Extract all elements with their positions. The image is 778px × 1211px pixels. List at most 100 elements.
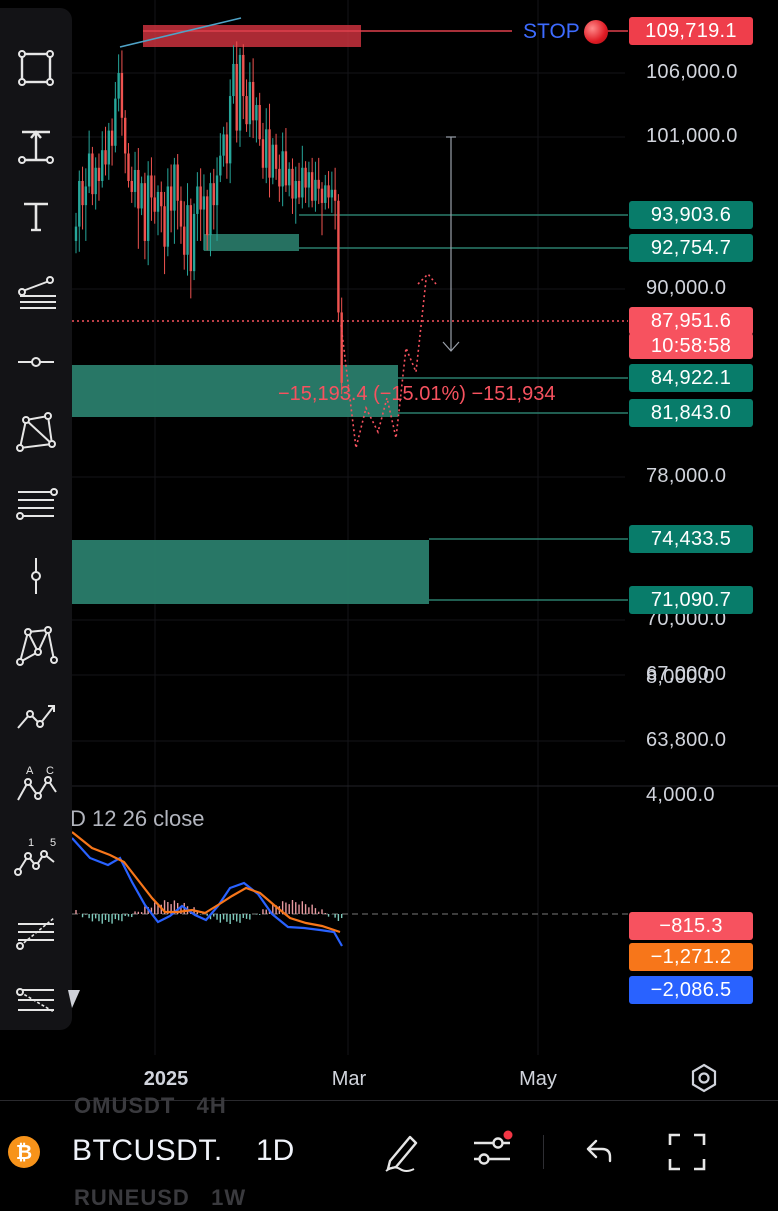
candle-body bbox=[146, 175, 150, 241]
candle-body bbox=[245, 96, 248, 125]
time-axis-label: May bbox=[519, 1068, 557, 1090]
undo-icon[interactable] bbox=[580, 1133, 616, 1169]
projection-arrowhead bbox=[417, 272, 437, 285]
candle-body bbox=[265, 129, 268, 168]
candle-body bbox=[81, 180, 84, 206]
candle-body bbox=[192, 213, 196, 272]
support-tag-1: 84,922.1 bbox=[629, 364, 753, 392]
candle-body bbox=[206, 196, 209, 236]
xabcd-tool[interactable] bbox=[8, 620, 64, 672]
signal-line bbox=[71, 831, 341, 934]
macd-indicator-label[interactable]: D 12 26 close bbox=[70, 806, 205, 831]
candle-body bbox=[156, 191, 160, 212]
gann-fan-tool[interactable] bbox=[8, 974, 64, 1026]
fib-fan-tool[interactable] bbox=[8, 906, 64, 958]
projection-path bbox=[340, 279, 427, 449]
candle-body bbox=[251, 81, 255, 121]
chart-settings-icon[interactable] bbox=[688, 1062, 720, 1094]
pitchfork-tool[interactable] bbox=[8, 264, 64, 316]
svg-text:C: C bbox=[46, 765, 54, 777]
ghost-symbol-above: OMUSDT 4H bbox=[74, 1093, 227, 1118]
resistance-tag-2: 92,754.7 bbox=[629, 234, 753, 262]
price-axis-label: 106,000.0 bbox=[646, 61, 738, 83]
candle-body bbox=[258, 105, 261, 140]
support-tag-4: 71,090.7 bbox=[629, 586, 753, 614]
candle-body bbox=[291, 168, 294, 199]
candle-body bbox=[163, 206, 166, 247]
path-tool[interactable] bbox=[8, 690, 64, 742]
fib-fan-icon bbox=[16, 917, 55, 950]
candle-body bbox=[124, 117, 127, 154]
fib-levels-tool[interactable] bbox=[8, 478, 64, 530]
ruler-tool[interactable] bbox=[8, 120, 64, 172]
candle-body bbox=[183, 226, 186, 255]
candle-body bbox=[117, 73, 120, 99]
candle-body bbox=[271, 144, 274, 178]
candle-body bbox=[304, 167, 307, 188]
rectangle-icon bbox=[18, 50, 54, 86]
candle-body bbox=[324, 185, 327, 203]
price-axis-label: 101,000.0 bbox=[646, 125, 738, 147]
candle-body bbox=[114, 98, 117, 146]
candle-body bbox=[219, 155, 222, 176]
indicator-settings-icon[interactable] bbox=[470, 1129, 518, 1173]
rectangle-tool[interactable] bbox=[8, 42, 64, 94]
candle-body bbox=[274, 144, 278, 169]
support-tag-3: 74,433.5 bbox=[629, 525, 753, 553]
price-axis-label: 63,800.0 bbox=[646, 729, 727, 751]
time-axis-label: Mar bbox=[332, 1068, 367, 1090]
candle-body bbox=[261, 139, 265, 168]
candle-body bbox=[97, 167, 101, 181]
bottom-bar: OMUSDT 4H RUNEUSD 1W ₿ BTCUSDT. 1D bbox=[0, 1093, 778, 1210]
horizontal-line-icon bbox=[18, 357, 54, 367]
candle-body bbox=[330, 189, 334, 198]
fib-levels-icon bbox=[16, 488, 58, 520]
candle-body bbox=[281, 151, 284, 187]
vertical-line-tool[interactable] bbox=[8, 550, 64, 602]
support-tag-2: 81,843.0 bbox=[629, 399, 753, 427]
candle-body bbox=[294, 180, 297, 199]
candle-body bbox=[222, 134, 225, 156]
candle-body bbox=[166, 186, 170, 247]
interval-selector[interactable]: 1D bbox=[256, 1134, 295, 1167]
candle-body bbox=[176, 164, 179, 201]
candle-body bbox=[94, 167, 97, 195]
candle-body bbox=[130, 180, 133, 192]
vertical-line-icon bbox=[31, 558, 41, 594]
candle-body bbox=[288, 168, 291, 186]
candle-body bbox=[310, 172, 314, 201]
candle-body bbox=[84, 186, 88, 206]
gann-fan-icon bbox=[16, 988, 55, 1013]
candle-body bbox=[268, 129, 271, 178]
svg-text:A: A bbox=[26, 765, 34, 777]
macd-axis-label: 8,000.0 bbox=[646, 666, 715, 688]
candle-body bbox=[242, 54, 245, 97]
candle-body bbox=[314, 179, 317, 201]
candle-body bbox=[340, 312, 343, 383]
candle-body bbox=[160, 191, 163, 207]
macd-signal-tag: −1,271.2 bbox=[629, 943, 753, 971]
price-chart[interactable]: 2025 Mar May bbox=[0, 0, 778, 1100]
candle-body bbox=[137, 169, 140, 209]
symbol-selector[interactable]: BTCUSDT. bbox=[72, 1134, 223, 1167]
ruler-icon bbox=[18, 130, 54, 164]
candle-body bbox=[228, 96, 232, 164]
polygon-tool[interactable] bbox=[8, 406, 64, 458]
candle-body bbox=[104, 150, 107, 165]
time-axis: 2025 Mar May bbox=[144, 1068, 557, 1090]
candle-body bbox=[173, 164, 176, 211]
toolbar-collapse-icon[interactable] bbox=[66, 990, 80, 1008]
draw-pen-icon[interactable] bbox=[380, 1129, 424, 1173]
macd-histogram-tag: −815.3 bbox=[629, 912, 753, 940]
price-axis-label: 90,000.0 bbox=[646, 277, 727, 299]
text-tool[interactable] bbox=[8, 190, 64, 242]
fullscreen-icon[interactable] bbox=[666, 1131, 708, 1173]
svg-text:5: 5 bbox=[50, 837, 56, 849]
horizontal-line-tool[interactable] bbox=[8, 336, 64, 388]
candle-body bbox=[212, 183, 215, 206]
candle-body bbox=[133, 169, 137, 192]
pitchfork-icon bbox=[18, 276, 56, 309]
